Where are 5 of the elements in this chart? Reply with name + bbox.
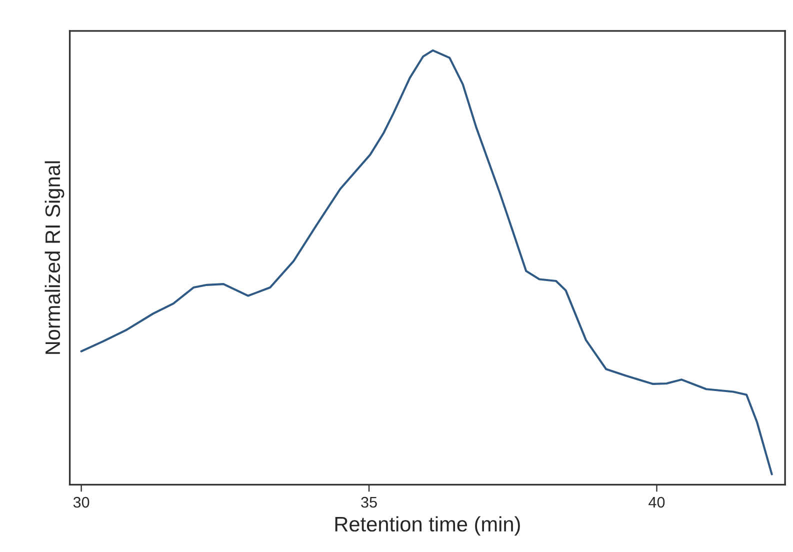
x-tick-label: 35 bbox=[361, 496, 377, 508]
x-tick-label: 40 bbox=[648, 496, 665, 508]
y-axis-title: Normalized RI Signal bbox=[44, 161, 64, 354]
x-tick-label: 30 bbox=[73, 496, 90, 508]
x-axis-title: Retention time (min) bbox=[335, 516, 520, 536]
